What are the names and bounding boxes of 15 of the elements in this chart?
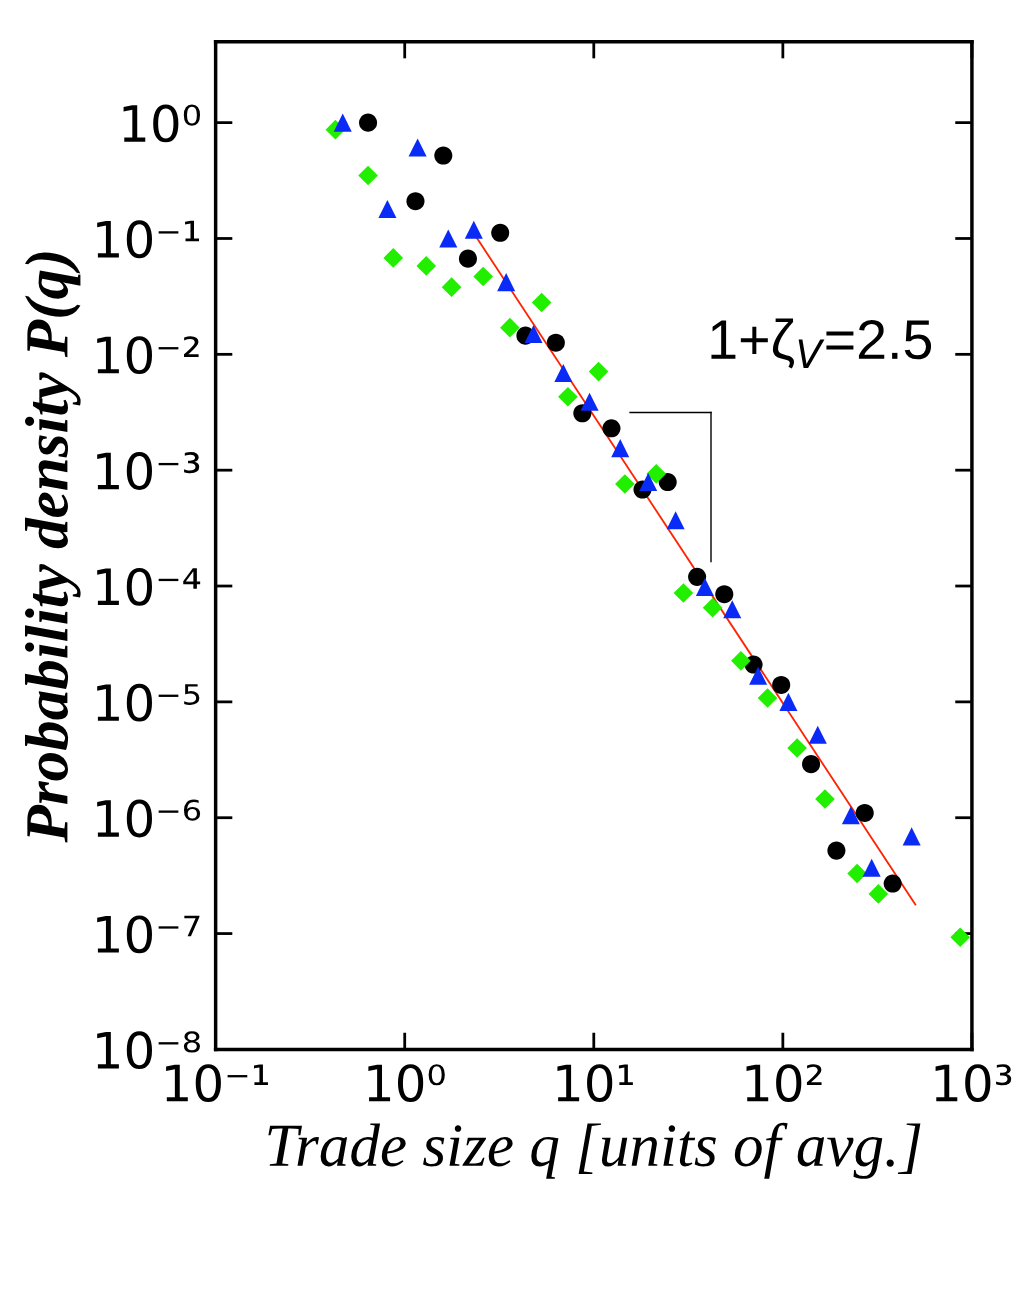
y-tick-label: 10⁻⁴: [97, 567, 201, 606]
y-axis-title: Probability density P(q): [24, 252, 81, 843]
y-tick-label: 10⁻⁵: [97, 683, 200, 722]
x-axis-title: Trade size q [units of avg.]: [268, 1122, 921, 1179]
x-tick-label: 10⁰: [368, 1064, 445, 1102]
y-tick-label: 10⁻²: [97, 336, 199, 375]
y-tick-label: 10⁻⁶: [97, 799, 201, 838]
x-tick-label: 10¹: [557, 1064, 633, 1102]
y-tick-label: 10⁻⁷: [97, 915, 200, 954]
y-tick-label: 10⁰: [123, 104, 201, 143]
annotation: 1+ζ$_{V}$=2.5: [711, 318, 932, 369]
y-tick-label: 10⁻¹: [97, 220, 200, 259]
x-tick-label: 10³: [935, 1064, 1012, 1102]
y-tick-label: 10⁻³: [97, 452, 200, 490]
x-tick-label: 10²: [746, 1064, 822, 1102]
